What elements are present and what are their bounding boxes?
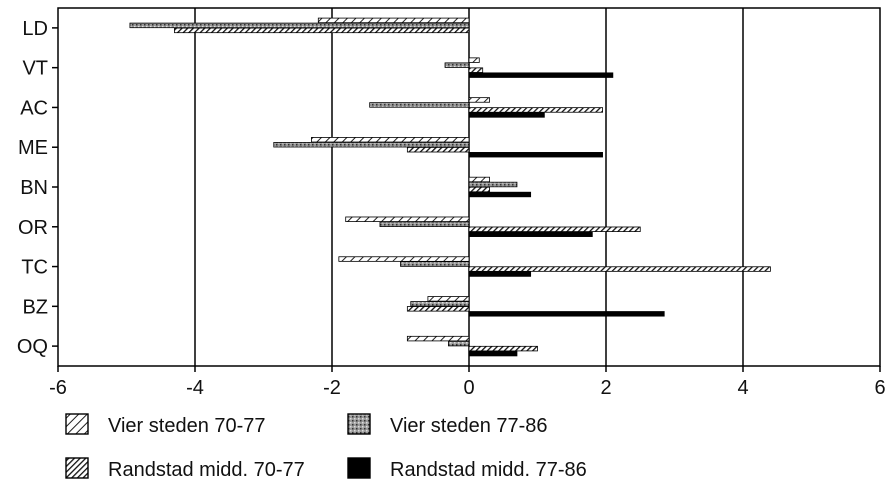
x-tick-label: 2 [600, 377, 611, 399]
y-tick-label: AC [20, 97, 48, 119]
x-tick-label: 6 [874, 377, 885, 399]
legend-swatch [65, 457, 89, 479]
bar-bz-series-4 [468, 311, 665, 317]
bar-bz-series-2 [410, 301, 470, 307]
bar-tc-series-2 [400, 261, 470, 267]
bar-or-series-2 [379, 221, 470, 227]
bar-vt-series-1 [468, 57, 480, 63]
bar-me-series-1 [311, 137, 470, 143]
x-tick-label: -4 [186, 377, 204, 399]
bar-ac-series-2 [369, 102, 470, 108]
bar-me-series-3 [406, 147, 470, 153]
bar-or-series-1 [345, 216, 470, 222]
legend-swatch [65, 413, 89, 435]
x-tick-label: 4 [737, 377, 748, 399]
bar-oq-series-1 [406, 335, 470, 342]
legend-swatch [347, 413, 371, 435]
bar-me-series-4 [468, 152, 603, 158]
legend-label: Randstad midd. 77-86 [390, 459, 587, 481]
y-tick-label: ME [18, 137, 48, 159]
bar-bn-series-2 [468, 181, 518, 188]
bar-vt-series-4 [468, 72, 614, 78]
bar-oq-series-4 [468, 350, 518, 357]
bar-tc-series-3 [468, 266, 771, 272]
y-tick-label: BZ [22, 296, 48, 318]
y-tick-label: OQ [17, 336, 48, 358]
x-tick-label: -6 [49, 377, 67, 399]
bar-vt-series-2 [444, 62, 470, 68]
legend-label: Randstad midd. 70-77 [108, 459, 305, 481]
y-tick-label: TC [21, 257, 48, 279]
bar-bz-series-1 [427, 296, 470, 302]
bar-tc-series-1 [338, 256, 470, 262]
legend-label: Vier steden 77-86 [390, 415, 548, 437]
bar-bn-series-4 [468, 191, 532, 198]
legend-label: Vier steden 70-77 [108, 415, 266, 437]
bar-vt-series-3 [468, 67, 484, 73]
legend-swatch [347, 457, 371, 479]
bar-me-series-2 [273, 142, 470, 148]
bar-bz-series-3 [406, 306, 470, 312]
legend: Vier steden 70-77 Vier steden 77-86 Randst… [65, 413, 587, 481]
y-tick-label: OR [18, 217, 48, 239]
bar-ld-series-3 [174, 27, 470, 34]
bar-oq-series-3 [468, 345, 538, 352]
bar-ac-series-1 [468, 97, 490, 103]
y-tick-label: LD [22, 18, 48, 40]
bar-tc-series-4 [468, 271, 532, 277]
axis-ticks: LD VT AC ME BN OR TC BZ OQ-6 -4 -2 0 2 4 6 [17, 18, 886, 399]
y-tick-label: VT [22, 58, 48, 80]
bar-ac-series-4 [468, 112, 545, 118]
bar-bn-series-1 [468, 176, 490, 183]
bar-bn-series-3 [468, 186, 490, 193]
bar-or-series-3 [468, 226, 641, 232]
bar-or-series-4 [468, 231, 593, 237]
y-tick-label: BN [20, 177, 48, 199]
bar-oq-series-2 [448, 340, 470, 347]
x-tick-label: -2 [323, 377, 341, 399]
bar-ld-series-1 [317, 17, 470, 24]
bars-group [129, 17, 771, 357]
bar-ld-series-2 [129, 22, 470, 29]
x-tick-label: 0 [463, 377, 474, 399]
bar-ac-series-3 [468, 107, 603, 113]
